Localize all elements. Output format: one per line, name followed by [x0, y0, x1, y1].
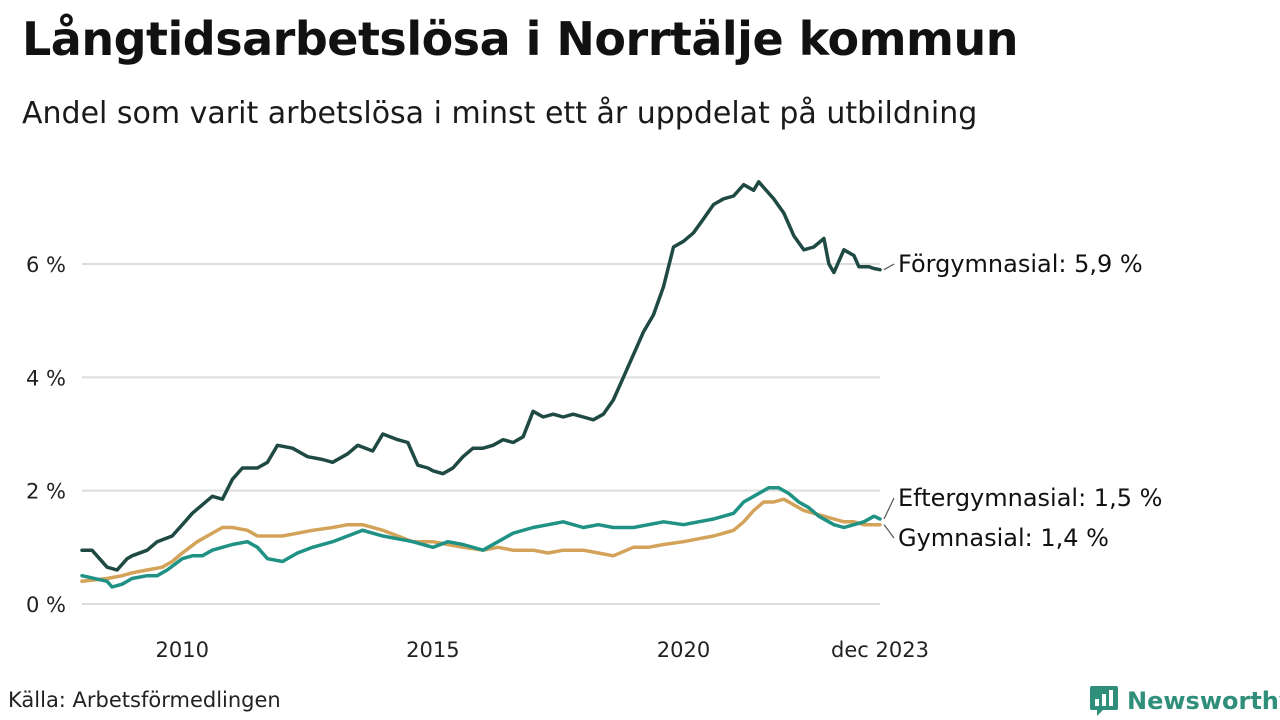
source-note: Källa: Arbetsförmedlingen [8, 688, 281, 712]
chart-subtitle: Andel som varit arbetslösa i minst ett å… [22, 96, 978, 131]
y-tick-label: 2 % [26, 480, 66, 504]
series-line-eftergymnasial[interactable] [80, 486, 882, 589]
series-end-label: Förgymnasial: 5,9 % [898, 250, 1143, 278]
series-end-label: Gymnasial: 1,4 % [898, 524, 1109, 552]
series-end-label: Eftergymnasial: 1,5 % [898, 484, 1162, 512]
leader-line [883, 263, 895, 271]
x-axis-ticks: 2010 2015 2020 dec 2023 [156, 638, 929, 662]
brand-logo[interactable]: Newsworthy [1089, 684, 1280, 718]
x-tick-label: 2010 [156, 638, 209, 662]
x-tick-label: 2015 [406, 638, 459, 662]
leader-line [883, 497, 895, 520]
series-line-gymnasial[interactable] [80, 497, 882, 584]
gridlines [82, 263, 880, 605]
series-line-förgymnasial[interactable] [80, 180, 882, 572]
end-labels: Förgymnasial: 5,9 % Eftergymnasial: 1,5 %… [883, 250, 1162, 552]
newsworthy-logo-icon [1090, 686, 1118, 716]
brand-name: Newsworthy [1127, 687, 1280, 715]
x-tick-label: dec 2023 [831, 638, 929, 662]
chart-title: Långtidsarbetslösa i Norrtälje kommun [22, 12, 1018, 66]
y-tick-label: 0 % [26, 593, 66, 617]
y-axis-ticks: 0 % 2 % 4 % 6 % [26, 253, 66, 617]
y-tick-label: 6 % [26, 253, 66, 277]
series-lines [80, 180, 882, 589]
y-tick-label: 4 % [26, 366, 66, 390]
x-tick-label: 2020 [657, 638, 710, 662]
leader-line [883, 524, 895, 539]
